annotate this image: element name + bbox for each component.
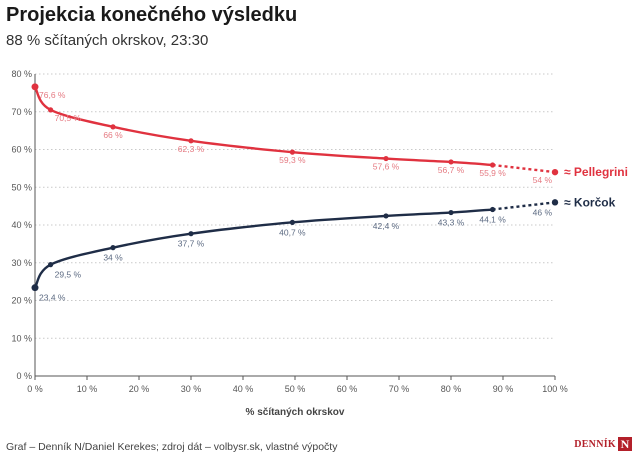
y-tick-label: 20 %	[11, 296, 32, 306]
korcok-data-label: 42,4 %	[373, 221, 400, 231]
korcok-data-label: 29,5 %	[55, 270, 82, 280]
korcok-data-label: 34 %	[103, 253, 123, 263]
x-tick-label: 40 %	[233, 384, 254, 394]
x-axis-title: % sčítaných okrskov	[246, 407, 345, 418]
x-tick-label: 80 %	[441, 384, 462, 394]
logo-text: DENNÍK	[574, 438, 616, 450]
pellegrini-data-label: 70,5 %	[55, 113, 82, 123]
pellegrini-line	[33, 85, 494, 167]
pellegrini-point	[188, 138, 194, 144]
y-tick-label: 10 %	[11, 333, 32, 343]
korcok-projection-line	[492, 201, 556, 211]
korcok-projection-point	[551, 199, 559, 206]
x-tick-label: 90 %	[493, 384, 514, 394]
korcok-projection-label: 46 %	[533, 207, 553, 217]
pellegrini-point	[48, 107, 54, 113]
korcok-data-label: 44,1 %	[479, 215, 506, 225]
y-tick-label: 30 %	[11, 258, 32, 268]
pellegrini-data-label: 62,3 %	[178, 144, 205, 154]
korcok-data-label: 40,7 %	[279, 227, 306, 237]
x-tick-label: 0 %	[27, 384, 43, 394]
x-tick-label: 20 %	[129, 384, 150, 394]
x-tick-label: 60 %	[337, 384, 358, 394]
pellegrini-point	[110, 124, 116, 130]
korcok-point	[289, 219, 295, 225]
x-tick-label: 50 %	[285, 384, 306, 394]
logo-mark: N	[618, 437, 632, 451]
y-tick-label: 70 %	[11, 107, 32, 117]
pellegrini-point	[490, 162, 496, 168]
x-tick-label: 100 %	[542, 384, 568, 394]
korcok-point	[383, 213, 389, 219]
x-tick-label: 30 %	[181, 384, 202, 394]
pellegrini-data-label: 59,3 %	[279, 155, 306, 165]
dennik-n-logo: DENNÍK N	[574, 437, 632, 451]
pellegrini-data-label: 55,9 %	[479, 168, 506, 178]
pellegrini-series-label: ≈ Pellegrini	[564, 165, 628, 179]
source-note: Graf – Denník N/Daniel Kerekes; zdroj dá…	[6, 441, 338, 453]
korcok-point	[490, 206, 496, 213]
korcok-data-label: 37,7 %	[178, 239, 205, 249]
chart-subtitle: 88 % sčítaných okrskov, 23:30	[6, 32, 209, 49]
y-tick-label: 80 %	[11, 69, 32, 79]
chart-title: Projekcia konečného výsledku	[6, 4, 298, 26]
y-tick-label: 0 %	[16, 371, 32, 381]
korcok-data-label: 43,3 %	[438, 218, 465, 228]
pellegrini-data-label: 56,7 %	[438, 165, 465, 175]
pellegrini-data-label: 76,6 %	[39, 90, 66, 100]
korcok-point	[110, 245, 116, 251]
pellegrini-data-label: 57,6 %	[373, 162, 400, 172]
korcok-series-label: ≈ Korčok	[564, 195, 616, 209]
pellegrini-point	[448, 159, 454, 165]
korcok-point	[188, 231, 194, 237]
y-tick-label: 50 %	[11, 182, 32, 192]
pellegrini-projection-point	[551, 168, 559, 176]
korcok-data-label: 23,4 %	[39, 293, 66, 303]
pellegrini-data-label: 66 %	[103, 130, 123, 140]
y-tick-label: 60 %	[11, 145, 32, 155]
x-tick-label: 70 %	[389, 384, 410, 394]
pellegrini-point	[383, 155, 389, 162]
pellegrini-point	[289, 149, 295, 155]
pellegrini-projection-line	[492, 163, 556, 174]
korcok-line	[33, 208, 494, 289]
pellegrini-point	[31, 83, 39, 91]
x-tick-label: 10 %	[77, 384, 98, 394]
korcok-point	[448, 209, 454, 216]
y-tick-label: 40 %	[11, 220, 32, 230]
pellegrini-projection-label: 54 %	[533, 175, 553, 185]
korcok-point	[48, 262, 54, 268]
korcok-point	[31, 284, 39, 292]
